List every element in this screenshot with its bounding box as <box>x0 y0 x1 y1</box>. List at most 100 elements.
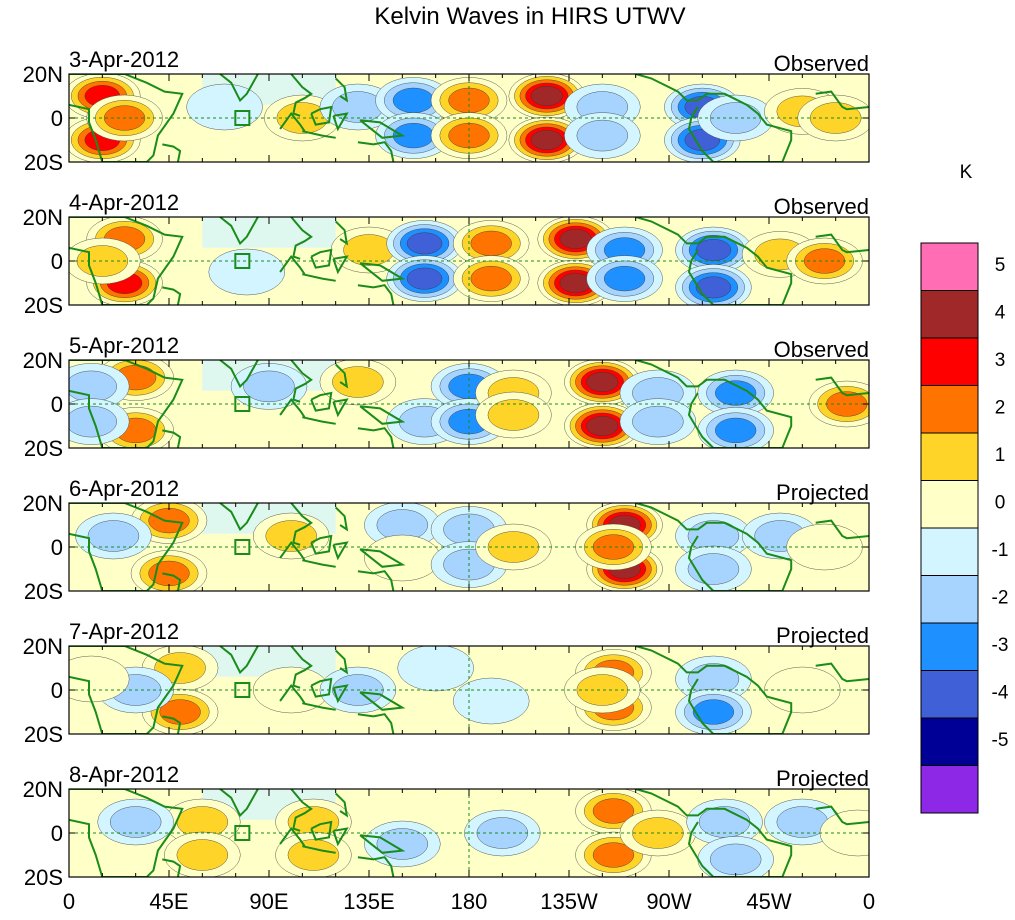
coastline-path <box>69 74 184 162</box>
contour-level <box>69 655 130 703</box>
coastline-path <box>69 360 184 448</box>
coastline-path <box>332 541 349 561</box>
coastline-path <box>69 217 184 305</box>
contour-level <box>243 370 295 403</box>
contour-level <box>364 534 441 582</box>
contour-level <box>530 130 563 150</box>
contour-level <box>392 87 435 113</box>
colorbar-label: -4 <box>992 682 1009 703</box>
colorbar-units: K <box>960 162 973 183</box>
coastline-path <box>332 398 349 418</box>
y-tick-label: 20N <box>23 62 63 87</box>
coastline-path <box>815 662 869 683</box>
colorbar-label: 0 <box>995 492 1006 513</box>
x-tick-label: 180 <box>451 889 488 914</box>
chart-title: Kelvin Waves in HIRS UTWV <box>374 3 685 30</box>
coastline-path <box>357 427 395 448</box>
anomaly-feature <box>375 77 452 124</box>
coastline-path <box>302 416 336 425</box>
colorbar-box <box>920 575 979 624</box>
contour-level <box>154 652 206 684</box>
coastlines <box>69 74 869 162</box>
anomaly-feature <box>564 402 641 448</box>
coastline-path <box>219 646 259 675</box>
contour-level <box>576 119 629 152</box>
anomaly-feature <box>164 831 241 877</box>
panel-date: 5-Apr-2012 <box>69 333 179 358</box>
anomaly-feature <box>186 83 263 131</box>
anomaly-feature <box>453 677 530 725</box>
coastline-path <box>359 834 406 854</box>
contour-level <box>809 102 862 134</box>
coastline-path <box>815 519 869 540</box>
coastline-path <box>815 90 869 111</box>
y-tick-label: 20N <box>23 348 63 373</box>
y-tick-label: 0 <box>51 535 63 560</box>
coastline-path <box>219 74 259 103</box>
coastline-path <box>334 77 349 103</box>
anomaly-feature <box>397 646 474 692</box>
coastline-path <box>635 503 793 591</box>
y-tick-label: 20S <box>24 579 63 604</box>
anomaly-feature <box>364 503 441 549</box>
contour-level <box>592 842 635 868</box>
panel-status: Observed <box>774 194 869 219</box>
panel-5: 20N 0 20S 7-Apr-2012 Projected <box>23 619 870 747</box>
coastline-path <box>279 397 306 418</box>
colorbar-box <box>920 480 979 529</box>
coastline-path <box>219 217 259 246</box>
contour-level <box>186 83 263 131</box>
coastline-path <box>290 217 313 260</box>
y-tick-label: 20S <box>24 293 63 318</box>
anomaly-feature <box>386 255 463 302</box>
coastline-path <box>290 74 313 117</box>
contour-level <box>576 674 629 706</box>
contour-level <box>176 839 229 871</box>
y-tick-label: 20S <box>24 150 63 175</box>
contour-level <box>397 646 474 692</box>
coastlines <box>69 646 869 734</box>
contour-level <box>69 370 117 403</box>
y-tick-label: 20N <box>23 205 63 230</box>
panel-date: 8-Apr-2012 <box>69 762 179 787</box>
x-tick-label: 45W <box>746 889 791 914</box>
contour-level <box>530 86 563 106</box>
anomaly-feature <box>675 545 752 591</box>
coastline-path <box>357 713 395 734</box>
contour-level <box>692 699 735 725</box>
coastline-path <box>310 820 333 841</box>
coastline-path <box>332 827 349 847</box>
y-tick-label: 20S <box>24 436 63 461</box>
coastline-path <box>359 262 406 282</box>
y-tick-label: 0 <box>51 392 63 417</box>
coastline-path <box>290 789 313 832</box>
contour-level <box>586 416 619 436</box>
coastline-path <box>162 143 182 162</box>
y-tick-label: 0 <box>51 821 63 846</box>
coastline-path <box>302 559 336 568</box>
coastline-path <box>279 254 306 275</box>
colorbar-box <box>920 432 979 481</box>
contour-level <box>76 245 129 277</box>
coastline-path <box>290 503 313 546</box>
anomaly-feature <box>130 550 208 591</box>
coastline-path <box>334 649 349 675</box>
anomaly-feature <box>364 534 441 582</box>
coastline-path <box>302 702 336 711</box>
contour-level <box>406 267 443 290</box>
anomaly-feature <box>575 523 652 571</box>
colorbar-box <box>920 622 979 671</box>
anomaly-feature <box>675 688 752 734</box>
contour-level <box>376 828 429 860</box>
contour-level <box>470 230 512 256</box>
coastline-path <box>332 112 349 132</box>
coastline-path <box>69 503 184 591</box>
coastline-path <box>279 683 306 704</box>
anomaly-feature <box>564 112 641 159</box>
coastline-path <box>162 429 182 448</box>
anomaly-feature <box>69 655 130 703</box>
coastline-path <box>334 792 349 818</box>
contour-level <box>332 366 384 398</box>
